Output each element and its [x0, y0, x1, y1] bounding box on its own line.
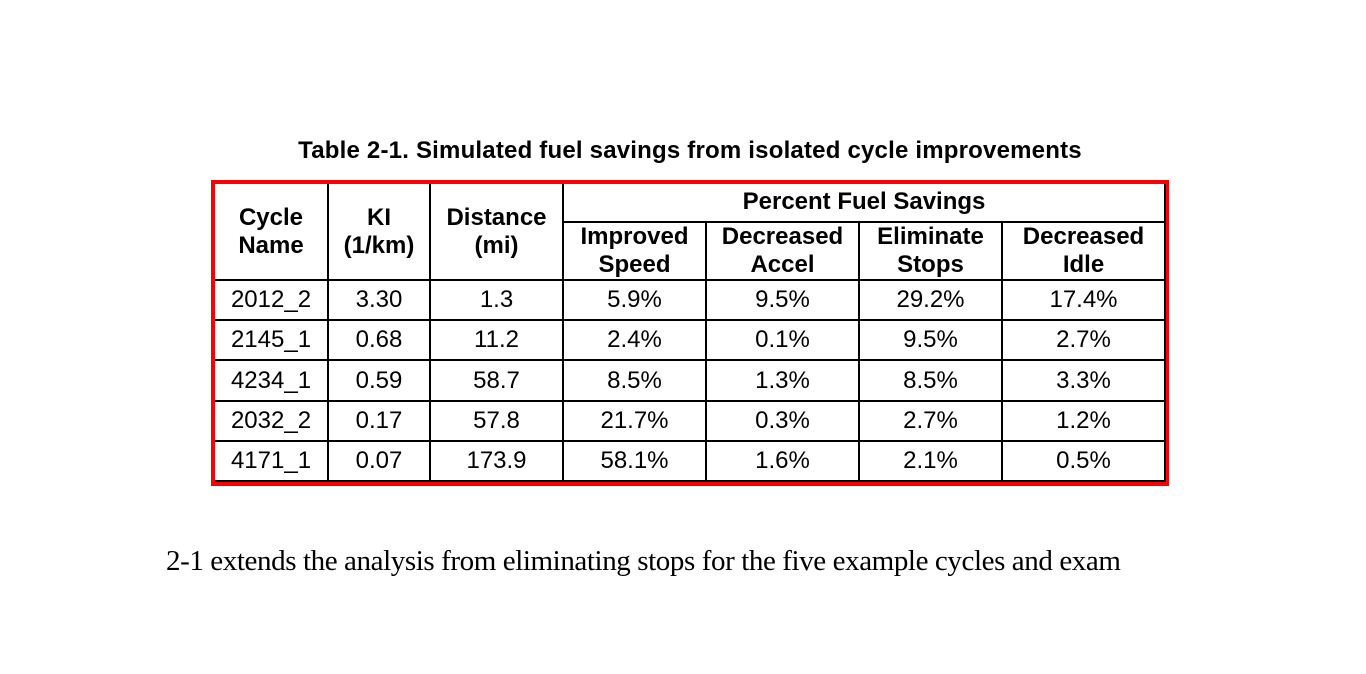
cell-decreased-idle: 0.5% [1000, 439, 1167, 483]
table-header-row-group: Cycle Name KI (1/km) Distance (mi) Perce… [215, 184, 1167, 282]
cell-decreased-idle: 1.2% [1000, 399, 1167, 442]
table-row: 4234_1 0.59 58.7 8.5% 1.3% 8.5% 3.3% [215, 359, 1167, 402]
cell-improved-speed: 8.5% [562, 359, 707, 402]
col-header-distance: Distance (mi) [429, 184, 564, 282]
table-caption: Table 2-1. Simulated fuel savings from i… [298, 137, 1082, 164]
cell-cycle-name: 2012_2 [215, 279, 329, 322]
cell-ki: 0.59 [327, 359, 431, 402]
cell-cycle-name: 2032_2 [215, 399, 329, 442]
cell-ki: 3.30 [327, 279, 431, 322]
table-row: 4171_1 0.07 173.9 58.1% 1.6% 2.1% 0.5% [215, 439, 1167, 483]
col-header-cycle-name: Cycle Name [215, 184, 329, 282]
cell-eliminate-stops: 8.5% [858, 359, 1003, 402]
cell-decreased-accel: 0.1% [705, 319, 860, 362]
col-header-eliminate-stops: Eliminate Stops [858, 220, 1003, 282]
cell-eliminate-stops: 2.7% [858, 399, 1003, 442]
cell-eliminate-stops: 9.5% [858, 319, 1003, 362]
cell-improved-speed: 58.1% [562, 439, 707, 483]
cell-decreased-idle: 2.7% [1000, 319, 1167, 362]
cell-ki: 0.07 [327, 439, 431, 483]
cell-improved-speed: 2.4% [562, 319, 707, 362]
cell-cycle-name: 4171_1 [215, 439, 329, 483]
table-header-row-sub: Improved Speed Decreased Accel Eliminate… [215, 220, 1167, 282]
col-header-decreased-idle: Decreased Idle [1000, 220, 1167, 282]
cell-improved-speed: 5.9% [562, 279, 707, 322]
cell-decreased-accel: 1.3% [705, 359, 860, 402]
cell-decreased-idle: 3.3% [1000, 359, 1167, 402]
col-header-group-percent-fuel-savings: Percent Fuel Savings [561, 184, 1167, 223]
cell-ki: 0.68 [327, 319, 431, 362]
cell-ki: 0.17 [327, 399, 431, 442]
table-row: 2012_2 3.30 1.3 5.9% 9.5% 29.2% 17.4% [215, 279, 1167, 322]
col-header-decreased-accel: Decreased Accel [705, 220, 860, 282]
table-row: 2032_2 0.17 57.8 21.7% 0.3% 2.7% 1.2% [215, 399, 1167, 442]
cell-eliminate-stops: 29.2% [858, 279, 1003, 322]
cell-distance: 11.2 [429, 319, 564, 362]
cell-improved-speed: 21.7% [562, 399, 707, 442]
cell-distance: 57.8 [429, 399, 564, 442]
cell-decreased-idle: 17.4% [1000, 279, 1167, 322]
table-highlight-box: Cycle Name KI (1/km) Distance (mi) Perce… [211, 180, 1169, 486]
cell-eliminate-stops: 2.1% [858, 439, 1003, 483]
col-header-ki: KI (1/km) [327, 184, 431, 282]
cell-cycle-name: 4234_1 [215, 359, 329, 402]
cell-decreased-accel: 9.5% [705, 279, 860, 322]
col-header-improved-speed: Improved Speed [562, 220, 707, 282]
cell-distance: 173.9 [429, 439, 564, 483]
cell-cycle-name: 2145_1 [215, 319, 329, 362]
fuel-savings-table: Cycle Name KI (1/km) Distance (mi) Perce… [215, 184, 1167, 483]
cell-distance: 1.3 [429, 279, 564, 322]
cell-decreased-accel: 1.6% [705, 439, 860, 483]
body-paragraph: 2-1 extends the analysis from eliminatin… [166, 545, 1121, 577]
cell-distance: 58.7 [429, 359, 564, 402]
table-row: 2145_1 0.68 11.2 2.4% 0.1% 9.5% 2.7% [215, 319, 1167, 362]
cell-decreased-accel: 0.3% [705, 399, 860, 442]
